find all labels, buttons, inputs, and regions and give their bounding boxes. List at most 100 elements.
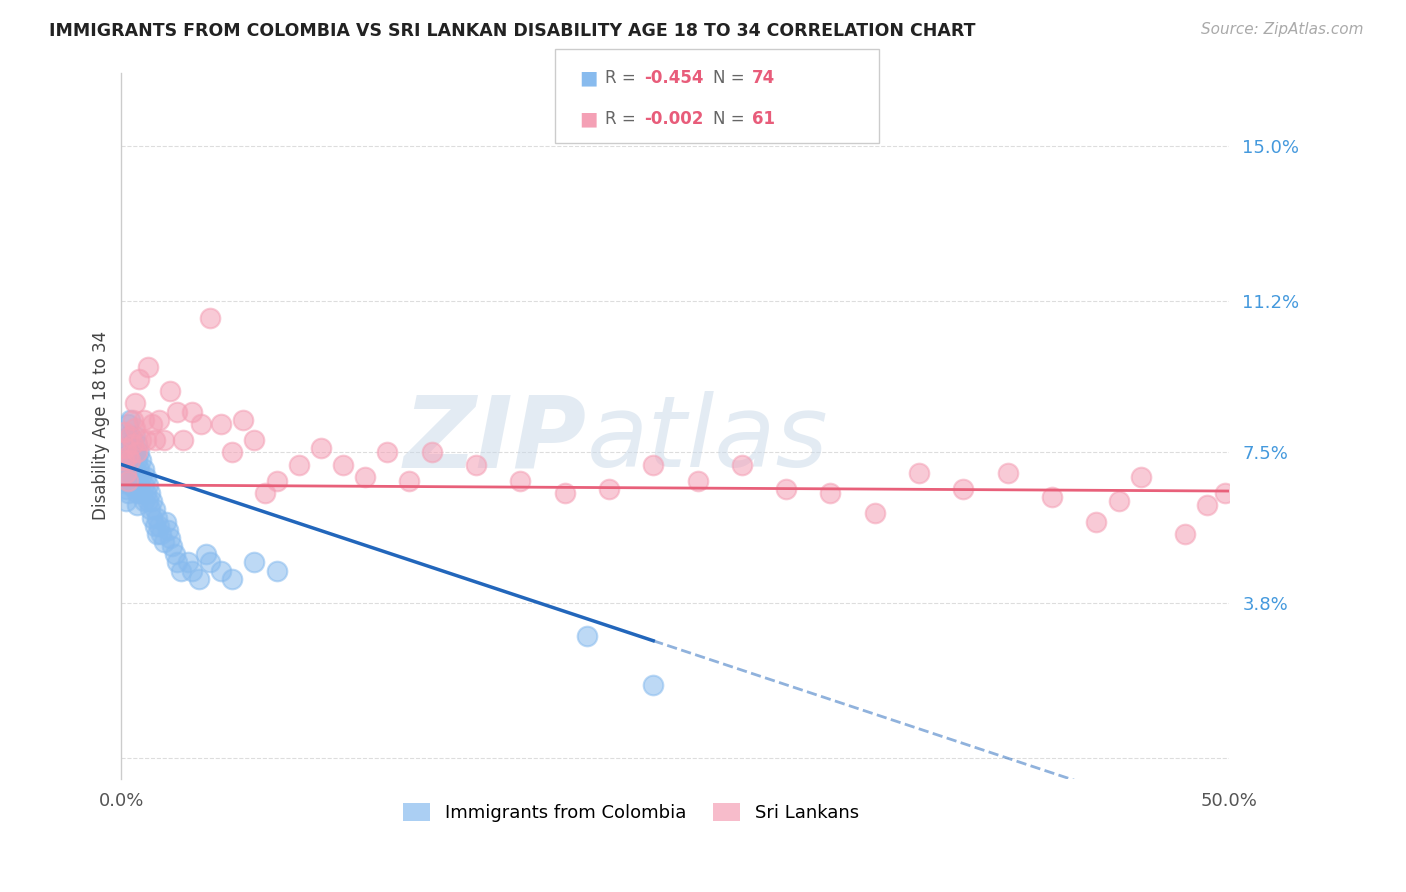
- Point: [124, 429, 146, 443]
- Point: [172, 433, 194, 447]
- Point: [112, 458, 135, 472]
- Point: [146, 527, 169, 541]
- Point: [117, 450, 139, 464]
- Point: [166, 556, 188, 570]
- Point: [177, 556, 200, 570]
- Point: [135, 433, 157, 447]
- Point: [135, 486, 157, 500]
- Text: R =: R =: [605, 110, 641, 128]
- Point: [131, 453, 153, 467]
- Point: [121, 445, 143, 459]
- Point: [686, 474, 709, 488]
- Point: [124, 445, 146, 459]
- Point: [135, 469, 157, 483]
- Point: [125, 445, 148, 459]
- Point: [1108, 494, 1130, 508]
- Text: IMMIGRANTS FROM COLOMBIA VS SRI LANKAN DISABILITY AGE 18 TO 34 CORRELATION CHART: IMMIGRANTS FROM COLOMBIA VS SRI LANKAN D…: [49, 22, 976, 40]
- Point: [198, 310, 221, 325]
- Point: [181, 564, 204, 578]
- Point: [131, 433, 153, 447]
- Point: [115, 494, 138, 508]
- Text: Source: ZipAtlas.com: Source: ZipAtlas.com: [1201, 22, 1364, 37]
- Point: [863, 507, 886, 521]
- Point: [354, 469, 377, 483]
- Point: [143, 433, 166, 447]
- Point: [554, 486, 576, 500]
- Point: [136, 359, 159, 374]
- Point: [132, 461, 155, 475]
- Point: [117, 461, 139, 475]
- Point: [124, 461, 146, 475]
- Point: [112, 433, 135, 447]
- Point: [117, 417, 139, 431]
- Point: [170, 564, 193, 578]
- Point: [136, 494, 159, 508]
- Point: [128, 445, 150, 459]
- Point: [132, 494, 155, 508]
- Text: 61: 61: [752, 110, 775, 128]
- Text: ■: ■: [579, 109, 598, 128]
- Point: [221, 445, 243, 459]
- Point: [125, 486, 148, 500]
- Point: [209, 417, 232, 431]
- Point: [125, 453, 148, 467]
- Point: [190, 417, 212, 431]
- Point: [820, 486, 842, 500]
- Point: [775, 482, 797, 496]
- Point: [509, 474, 531, 488]
- Point: [266, 474, 288, 488]
- Point: [115, 453, 138, 467]
- Point: [112, 425, 135, 439]
- Point: [420, 445, 443, 459]
- Point: [121, 433, 143, 447]
- Point: [159, 531, 181, 545]
- Point: [156, 523, 179, 537]
- Point: [148, 412, 170, 426]
- Point: [243, 433, 266, 447]
- Point: [952, 482, 974, 496]
- Point: [124, 396, 146, 410]
- Point: [575, 629, 598, 643]
- Point: [117, 486, 139, 500]
- Point: [221, 572, 243, 586]
- Point: [115, 482, 138, 496]
- Point: [143, 502, 166, 516]
- Point: [115, 466, 138, 480]
- Point: [112, 474, 135, 488]
- Point: [131, 469, 153, 483]
- Point: [141, 494, 163, 508]
- Point: [120, 445, 142, 459]
- Text: N =: N =: [713, 69, 749, 87]
- Point: [1085, 515, 1108, 529]
- Point: [120, 453, 142, 467]
- Point: [128, 372, 150, 386]
- Point: [120, 412, 142, 426]
- Point: [117, 450, 139, 464]
- Point: [398, 474, 420, 488]
- Point: [254, 486, 277, 500]
- Point: [266, 564, 288, 578]
- Point: [125, 498, 148, 512]
- Point: [121, 412, 143, 426]
- Point: [150, 527, 173, 541]
- Point: [1040, 490, 1063, 504]
- Point: [120, 461, 142, 475]
- Text: -0.002: -0.002: [644, 110, 703, 128]
- Point: [132, 478, 155, 492]
- Point: [181, 404, 204, 418]
- Point: [120, 429, 142, 443]
- Text: ZIP: ZIP: [404, 392, 586, 489]
- Y-axis label: Disability Age 18 to 34: Disability Age 18 to 34: [93, 331, 110, 520]
- Point: [121, 437, 143, 451]
- Text: 74: 74: [752, 69, 776, 87]
- Point: [1174, 527, 1197, 541]
- Point: [124, 478, 146, 492]
- Point: [117, 474, 139, 488]
- Point: [731, 458, 754, 472]
- Point: [188, 572, 211, 586]
- Point: [159, 384, 181, 398]
- Point: [125, 437, 148, 451]
- Point: [139, 502, 162, 516]
- Point: [209, 564, 232, 578]
- Point: [112, 453, 135, 467]
